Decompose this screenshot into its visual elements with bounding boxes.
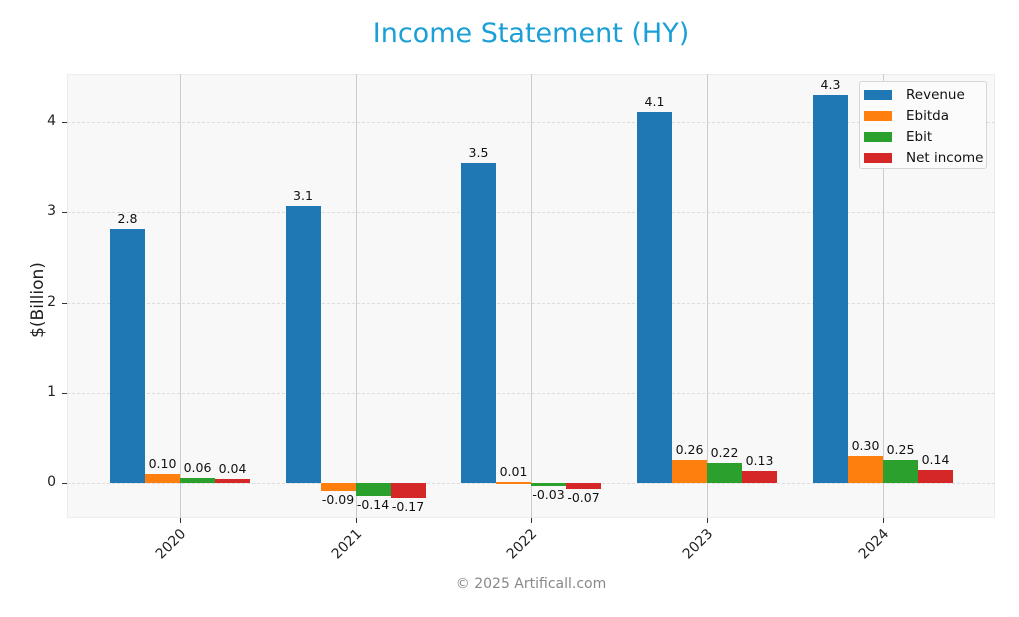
x-tick	[180, 518, 181, 523]
x-gridline	[355, 74, 357, 518]
y-tick	[62, 483, 67, 484]
value-label: 0.01	[499, 464, 528, 480]
legend: Revenue Ebitda Ebit Net income	[859, 81, 987, 169]
value-label: -0.14	[356, 496, 390, 512]
value-label: 0.10	[148, 455, 177, 471]
value-label: 0.13	[745, 453, 774, 469]
x-tick-label: 2024	[855, 526, 893, 563]
bar-ebitda	[320, 483, 356, 492]
bar-revenue	[461, 162, 496, 483]
bar-ebitda	[145, 473, 180, 483]
value-label: -0.09	[321, 492, 355, 508]
bar-revenue	[637, 112, 672, 483]
value-label: 0.04	[218, 461, 247, 477]
bar-net-income	[566, 483, 601, 490]
value-label: -0.17	[391, 499, 425, 515]
bar-net-income	[390, 483, 426, 499]
value-label: 2.8	[117, 211, 138, 227]
x-tick	[531, 518, 532, 523]
y-tick	[62, 392, 67, 394]
bar-revenue	[110, 229, 145, 483]
y-tick	[62, 122, 67, 123]
legend-swatch-revenue	[864, 90, 892, 100]
bar-net-income	[918, 470, 953, 483]
value-label: -0.03	[532, 486, 565, 502]
legend-label-revenue: Revenue	[906, 87, 965, 103]
value-label: 0.30	[851, 437, 880, 453]
legend-swatch-ebit	[864, 132, 892, 142]
x-tick-label: 2022	[503, 526, 541, 563]
legend-label-net-income: Net income	[906, 150, 984, 166]
bar-ebitda	[672, 459, 707, 483]
bar-ebit	[883, 460, 918, 483]
y-tick-label: 1	[47, 383, 56, 400]
value-label: 0.06	[183, 459, 212, 475]
legend-item-net-income: Net income	[864, 149, 983, 167]
value-label: 0.22	[710, 445, 739, 461]
x-tick-label: 2020	[152, 526, 190, 563]
x-tick	[707, 518, 708, 523]
y-tick-label: 4	[47, 113, 56, 129]
bar-net-income	[742, 471, 777, 483]
x-tick	[883, 518, 884, 523]
x-tick	[355, 518, 357, 523]
y-tick	[62, 212, 67, 214]
bar-ebit	[355, 483, 391, 496]
bar-ebitda	[496, 482, 531, 484]
chart-title: Income Statement (HY)	[372, 18, 690, 49]
legend-item-ebit: Ebit	[864, 128, 932, 146]
value-label: -0.07	[567, 490, 600, 506]
value-label: 3.5	[468, 144, 489, 160]
x-tick-label: 2023	[679, 526, 717, 563]
bar-ebit	[180, 477, 215, 483]
legend-label-ebitda: Ebitda	[906, 108, 949, 124]
x-tick-label: 2021	[328, 526, 365, 563]
value-label: 4.1	[644, 94, 665, 110]
y-tick-label: 0	[47, 474, 56, 490]
y-tick-label: 3	[47, 203, 56, 220]
y-axis-title: $(Billion)	[28, 262, 48, 338]
value-label: 0.14	[921, 452, 950, 468]
bar-ebit	[707, 463, 742, 483]
x-gridline	[883, 74, 884, 518]
value-label: 0.25	[886, 442, 915, 458]
legend-label-ebit: Ebit	[906, 129, 933, 145]
legend-swatch-net-income	[864, 153, 892, 163]
x-gridline	[531, 74, 532, 518]
bar-ebitda	[848, 455, 883, 483]
bar-ebit	[531, 483, 566, 486]
x-gridline	[180, 74, 181, 518]
bar-revenue	[285, 205, 321, 483]
y-tick-label: 2	[47, 293, 56, 310]
legend-swatch-ebitda	[864, 111, 892, 121]
x-gridline	[707, 74, 708, 518]
value-label: 0.26	[675, 441, 704, 457]
copyright-footer: © 2025 Artificall.com	[455, 576, 607, 592]
bar-net-income	[215, 479, 250, 483]
value-label: 3.1	[293, 187, 313, 203]
bar-revenue	[813, 94, 848, 483]
legend-item-ebitda: Ebitda	[864, 107, 949, 125]
value-label: 4.3	[820, 76, 841, 92]
y-tick	[62, 302, 67, 304]
legend-item-revenue: Revenue	[864, 86, 965, 104]
